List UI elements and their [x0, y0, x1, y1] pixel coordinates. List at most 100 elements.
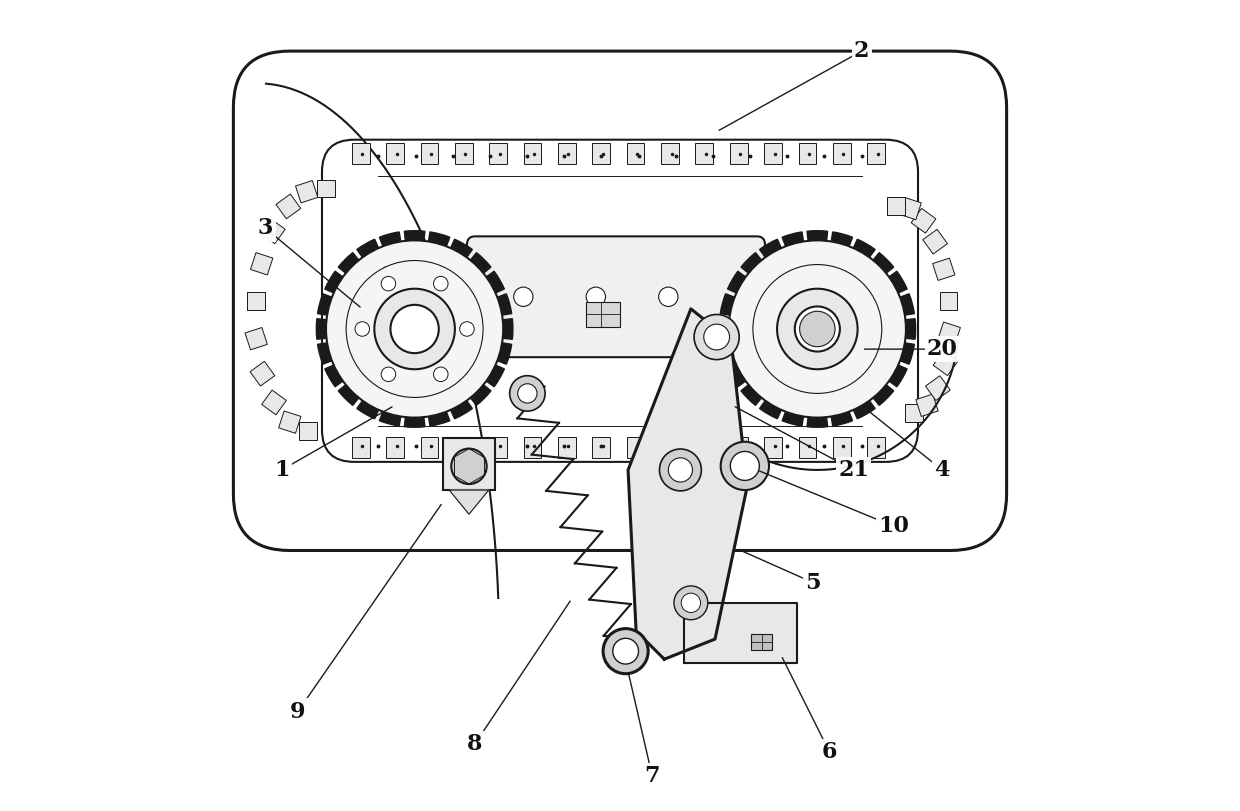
Bar: [833, 437, 851, 458]
Bar: [558, 143, 575, 164]
FancyBboxPatch shape: [233, 51, 1007, 551]
Bar: [558, 437, 575, 458]
Circle shape: [587, 287, 605, 307]
Circle shape: [613, 638, 639, 664]
Wedge shape: [339, 252, 360, 274]
Wedge shape: [486, 365, 505, 387]
Wedge shape: [379, 411, 401, 426]
Wedge shape: [325, 365, 343, 387]
Text: 3: 3: [258, 217, 273, 239]
Circle shape: [660, 449, 702, 491]
Wedge shape: [873, 384, 894, 406]
Wedge shape: [888, 365, 908, 387]
Bar: [939, 322, 961, 345]
Bar: [833, 143, 851, 164]
Text: 5: 5: [806, 572, 821, 594]
Text: 1: 1: [274, 459, 289, 481]
Circle shape: [619, 637, 637, 657]
Circle shape: [518, 384, 537, 403]
Bar: [443, 438, 495, 490]
Polygon shape: [627, 309, 748, 659]
Wedge shape: [720, 343, 735, 364]
Wedge shape: [325, 271, 343, 294]
Bar: [250, 253, 273, 275]
Text: 2: 2: [854, 40, 869, 62]
Wedge shape: [357, 400, 379, 418]
Bar: [386, 437, 404, 458]
Text: 4: 4: [935, 459, 950, 481]
Wedge shape: [428, 411, 450, 426]
Circle shape: [681, 593, 701, 612]
Bar: [661, 143, 678, 164]
Bar: [899, 197, 921, 220]
FancyBboxPatch shape: [467, 236, 765, 357]
Bar: [751, 634, 773, 650]
Circle shape: [451, 448, 486, 484]
Circle shape: [753, 264, 882, 393]
Circle shape: [694, 315, 739, 359]
Bar: [593, 143, 610, 164]
Wedge shape: [782, 232, 804, 247]
Bar: [905, 404, 923, 422]
Circle shape: [610, 629, 646, 665]
Bar: [279, 411, 301, 433]
Bar: [696, 143, 713, 164]
Circle shape: [603, 629, 649, 674]
FancyBboxPatch shape: [322, 139, 918, 462]
Wedge shape: [760, 400, 781, 418]
Bar: [352, 143, 370, 164]
Wedge shape: [905, 319, 915, 339]
Wedge shape: [496, 343, 512, 364]
Wedge shape: [720, 294, 735, 315]
Circle shape: [729, 240, 906, 418]
Circle shape: [326, 240, 503, 418]
Wedge shape: [831, 232, 853, 247]
Bar: [923, 230, 947, 254]
Bar: [799, 143, 816, 164]
Wedge shape: [899, 294, 914, 315]
Wedge shape: [728, 271, 746, 294]
Circle shape: [730, 452, 759, 480]
Bar: [911, 208, 936, 233]
Bar: [523, 437, 542, 458]
Wedge shape: [807, 230, 827, 242]
Bar: [661, 437, 678, 458]
Text: 10: 10: [878, 515, 909, 538]
Bar: [764, 437, 782, 458]
Wedge shape: [428, 232, 450, 247]
Circle shape: [658, 287, 678, 307]
Wedge shape: [742, 384, 763, 406]
Bar: [317, 180, 335, 197]
Wedge shape: [719, 319, 730, 339]
Text: 6: 6: [822, 740, 837, 763]
Bar: [490, 143, 507, 164]
Text: 8: 8: [467, 733, 482, 755]
Wedge shape: [486, 271, 505, 294]
Wedge shape: [873, 252, 894, 274]
Circle shape: [510, 375, 546, 411]
Wedge shape: [316, 319, 327, 339]
Wedge shape: [450, 400, 472, 418]
Circle shape: [381, 367, 396, 381]
Wedge shape: [853, 239, 875, 258]
Circle shape: [374, 289, 455, 369]
Bar: [626, 437, 645, 458]
Bar: [455, 143, 472, 164]
Circle shape: [675, 586, 708, 620]
Bar: [352, 437, 370, 458]
Wedge shape: [404, 230, 425, 242]
Bar: [593, 437, 610, 458]
Bar: [260, 219, 285, 243]
Circle shape: [460, 322, 474, 337]
Polygon shape: [449, 490, 489, 514]
Bar: [262, 390, 286, 414]
Bar: [867, 437, 885, 458]
Wedge shape: [404, 416, 425, 427]
Wedge shape: [899, 343, 914, 364]
Bar: [386, 143, 404, 164]
Bar: [764, 143, 782, 164]
Bar: [925, 375, 950, 401]
Wedge shape: [888, 271, 908, 294]
Wedge shape: [807, 416, 827, 427]
Bar: [940, 292, 957, 310]
